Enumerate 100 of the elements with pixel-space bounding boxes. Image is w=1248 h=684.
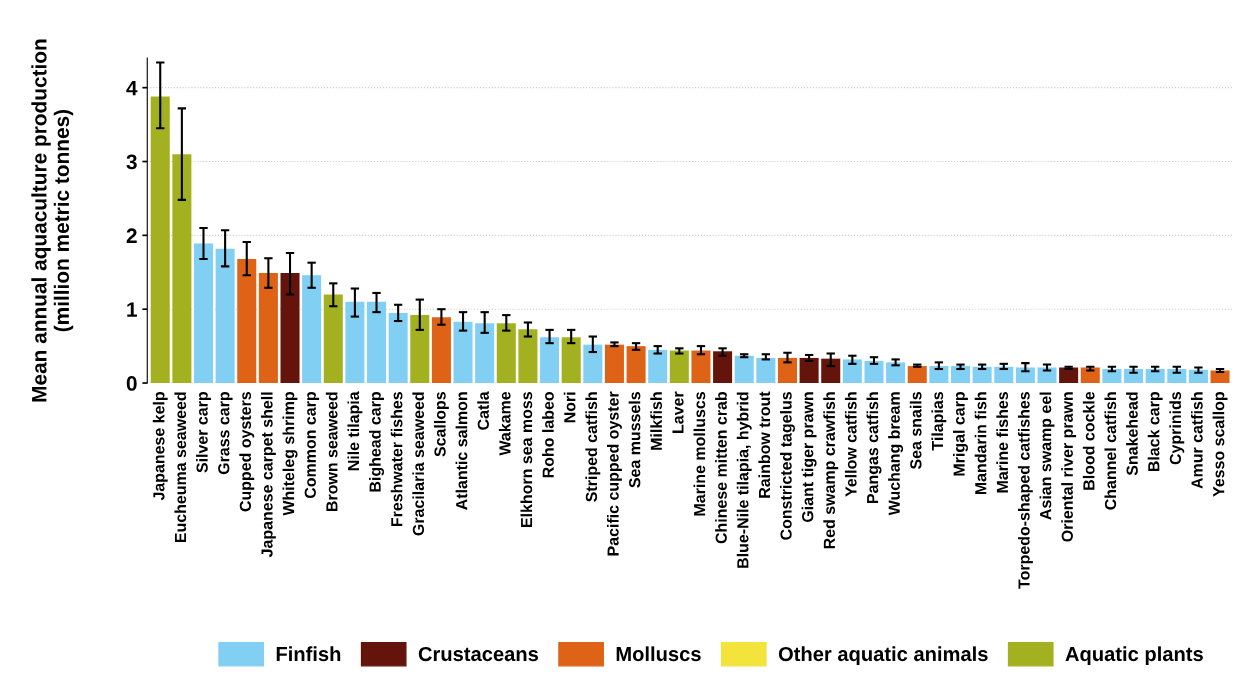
x-tick-label: Elkhorn sea moss	[520, 392, 533, 527]
x-tick-label: Pangas catfish	[866, 392, 882, 504]
bar	[280, 273, 300, 384]
legend-label: Molluscs	[616, 646, 701, 662]
x-tick-label: Bighead carp	[369, 392, 385, 492]
x-tick-label: Roho labeo	[542, 391, 554, 478]
x-tick-label: Japanese carpet shell	[260, 392, 276, 558]
x-tick-label: Wakame	[498, 391, 511, 456]
bar	[237, 258, 257, 384]
x-tick-label: Common carp	[304, 392, 320, 499]
y-tick-label: 3	[126, 154, 137, 170]
x-tick-label: Asian swamp eel	[1039, 392, 1055, 520]
bar	[907, 366, 927, 384]
bar	[193, 243, 214, 384]
bar	[1102, 369, 1122, 384]
x-tick-label: Laver	[672, 391, 684, 433]
bar	[713, 351, 733, 384]
bar	[215, 248, 235, 384]
bar	[1188, 369, 1208, 384]
bar	[886, 362, 906, 384]
x-tick-label: Mrigal carp	[953, 392, 968, 476]
bar	[1167, 369, 1187, 384]
legend-label: Crustaceans	[418, 646, 538, 662]
x-tick-label: Atlantic salmon	[455, 392, 468, 510]
bar	[1015, 367, 1035, 384]
x-tick-label: Marine molluscs	[693, 392, 706, 516]
x-tick-label: Sea snails	[909, 392, 922, 470]
x-tick-label: Whiteleg shrimp	[282, 392, 298, 516]
bar	[323, 294, 343, 384]
x-tick-label: Blue-Nile tilapia, hybrid	[736, 392, 752, 568]
bar	[669, 350, 689, 384]
y-axis-title: Mean annual aquaculture production (million metric tonnes)	[31, 39, 74, 402]
x-tick-label: Rainbow trout	[758, 391, 771, 498]
x-tick-label: Torpedo-shaped catfishes	[1017, 392, 1033, 589]
x-tick-label: Japanese kelp	[152, 392, 168, 501]
x-tick-label: Milkfish	[650, 392, 662, 450]
bar	[1059, 367, 1079, 384]
x-tick-label: Nile tilapia	[347, 391, 363, 471]
bar	[453, 321, 473, 384]
bar	[799, 357, 819, 384]
bar	[756, 357, 776, 384]
x-tick-label: Cyprinids	[1169, 392, 1185, 465]
x-tick-label: Pacific cupped oyster	[607, 391, 622, 556]
x-tick-label: Mandarin fish	[974, 392, 987, 495]
bar	[950, 366, 971, 384]
x-tick-label: Channel catfish	[1104, 392, 1117, 510]
y-tick-label: 0	[126, 376, 137, 391]
x-tick-label: Wuchang bream	[888, 392, 904, 516]
x-tick-label: Gracilaria seaweed	[412, 392, 425, 536]
bar	[518, 329, 538, 384]
x-tick-label: Eucheuma seaweed	[174, 392, 187, 543]
x-tick-label: Silver carp	[196, 392, 211, 473]
bar	[929, 366, 949, 384]
bar	[431, 317, 451, 384]
x-tick-label: Brown seaweed	[325, 392, 338, 512]
x-tick-label: Chinese mitten crab	[715, 392, 727, 544]
x-tick-label: Amur catfish	[1190, 392, 1203, 489]
bar	[150, 96, 170, 384]
legend-label: Finfish	[276, 646, 341, 662]
bar	[994, 366, 1014, 384]
x-tick-label: Sea mussels	[628, 392, 641, 488]
bar	[1037, 367, 1057, 384]
bar	[302, 275, 322, 384]
bar	[842, 359, 862, 384]
bar	[583, 344, 603, 384]
x-tick-label: Grass carp	[218, 392, 233, 475]
x-tick-label: Blood cockle	[1082, 391, 1095, 490]
x-tick-label: Oriental river prawn	[1061, 392, 1077, 542]
bar	[1210, 370, 1230, 384]
x-tick-label: Marine fishes	[996, 392, 1009, 493]
bar	[864, 360, 884, 384]
bar	[388, 312, 408, 384]
x-tick-label: Yesso scallop	[1212, 392, 1228, 497]
x-tick-label: Black carp	[1147, 392, 1163, 472]
x-tick-label: Snakehead	[1126, 392, 1138, 476]
bar	[626, 346, 646, 384]
legend-label: Aquatic plants	[1065, 646, 1203, 666]
x-tick-label: Scallops	[433, 392, 449, 457]
bar	[777, 357, 797, 384]
y-tick-label: 4	[126, 80, 138, 96]
x-tick-label: Tilapias	[931, 392, 947, 451]
bar	[648, 349, 668, 384]
legend-label: Other aquatic animals	[778, 646, 988, 666]
bar	[540, 337, 560, 384]
x-tick-label: Freshwater fishes	[390, 392, 403, 527]
bar	[496, 323, 516, 384]
x-tick-label: Red swamp crawfish	[823, 392, 839, 549]
x-tick-label: Catla	[477, 391, 489, 430]
x-tick-label: Cupped oysters	[239, 392, 255, 512]
bar	[1080, 367, 1100, 384]
bar	[561, 337, 581, 384]
x-tick-label: Giant tiger prawn	[801, 392, 817, 523]
bar	[410, 315, 430, 384]
bar	[1145, 369, 1165, 384]
bar	[172, 154, 192, 384]
bar	[821, 358, 841, 384]
bar	[258, 273, 278, 384]
bar	[604, 344, 624, 384]
x-tick-label: Striped catfish	[585, 392, 601, 502]
bar	[475, 323, 495, 384]
